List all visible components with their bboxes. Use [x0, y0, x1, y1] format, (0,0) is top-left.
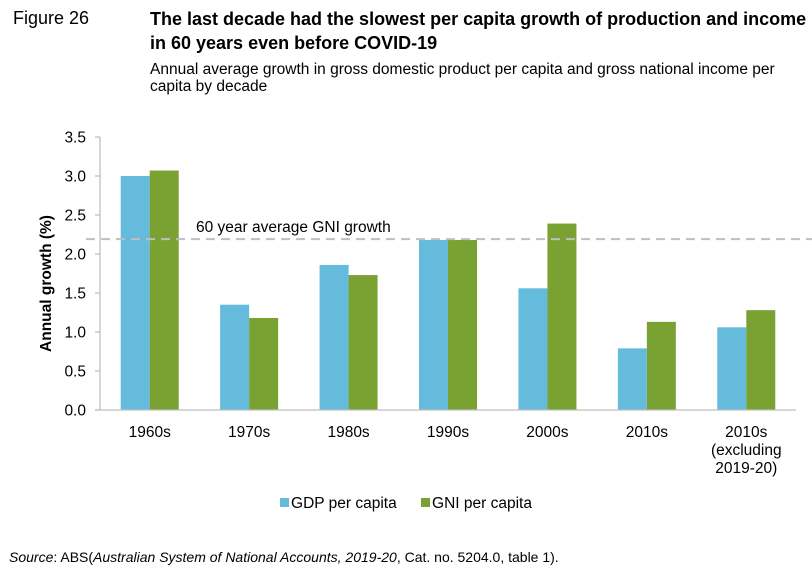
- y-tick-label: 1.5: [64, 286, 86, 303]
- legend-label-gdp: GDP per capita: [291, 495, 397, 512]
- x-tick-label: 2010s: [725, 424, 767, 441]
- bar-gdp: [419, 239, 448, 410]
- legend-swatch-gni: [421, 498, 431, 507]
- y-axis-label: Annual growth (%): [38, 215, 55, 352]
- legend-item-gdp: GDP per capita: [280, 495, 397, 513]
- source-prefix: Source: [9, 549, 54, 565]
- x-tick-label: 1970s: [228, 424, 270, 441]
- y-tick-label: 0.5: [64, 364, 86, 381]
- bar-gni: [646, 321, 676, 410]
- y-tick-label: 2.5: [64, 208, 86, 225]
- legend-swatch-gdp: [280, 498, 290, 507]
- y-tick-label: 1.0: [64, 325, 86, 342]
- bar-gdp: [319, 264, 349, 410]
- y-tick-label: 0.0: [64, 403, 86, 420]
- source-note: Source: ABS(Australian System of Nationa…: [9, 549, 559, 565]
- bar-gni: [348, 275, 378, 410]
- legend-item-gni: GNI per capita: [421, 495, 532, 513]
- y-tick-label: 3.5: [64, 130, 86, 147]
- x-tick-label: 1980s: [327, 424, 369, 441]
- bar-gdp: [617, 348, 647, 410]
- bar-gni: [448, 239, 477, 410]
- legend-label-gni: GNI per capita: [432, 495, 532, 512]
- legend: GDP per capita GNI per capita: [0, 495, 812, 513]
- y-tick-label: 3.0: [64, 169, 86, 186]
- source-publication: Australian System of National Accounts, …: [93, 549, 397, 565]
- x-tick-label: 2010s: [626, 424, 668, 441]
- bar-gni: [249, 317, 279, 410]
- source-sep: : ABS(: [53, 549, 94, 565]
- x-tick-label: 1990s: [427, 424, 469, 441]
- bar-gdp: [518, 288, 548, 410]
- x-tick-label: 2000s: [526, 424, 568, 441]
- bar-gdp: [120, 176, 150, 410]
- figure-label: Figure 26: [13, 8, 90, 28]
- x-tick-label: 1960s: [129, 424, 171, 441]
- bar-gni: [547, 223, 577, 410]
- reference-line-label: 60 year average GNI growth: [196, 219, 391, 236]
- bar-gni: [746, 310, 776, 410]
- chart-title: The last decade had the slowest per capi…: [150, 9, 807, 53]
- bar-gdp: [717, 327, 747, 410]
- x-tick-label: (excluding: [711, 442, 782, 459]
- chart-subtitle: Annual average growth in gross domestic …: [150, 61, 775, 95]
- bar-gni: [149, 170, 179, 410]
- y-tick-label: 2.0: [64, 247, 86, 264]
- bar-gdp: [220, 304, 250, 410]
- x-tick-label: 2019-20): [715, 460, 777, 477]
- source-suffix: , Cat. no. 5204.0, table 1).: [396, 549, 559, 565]
